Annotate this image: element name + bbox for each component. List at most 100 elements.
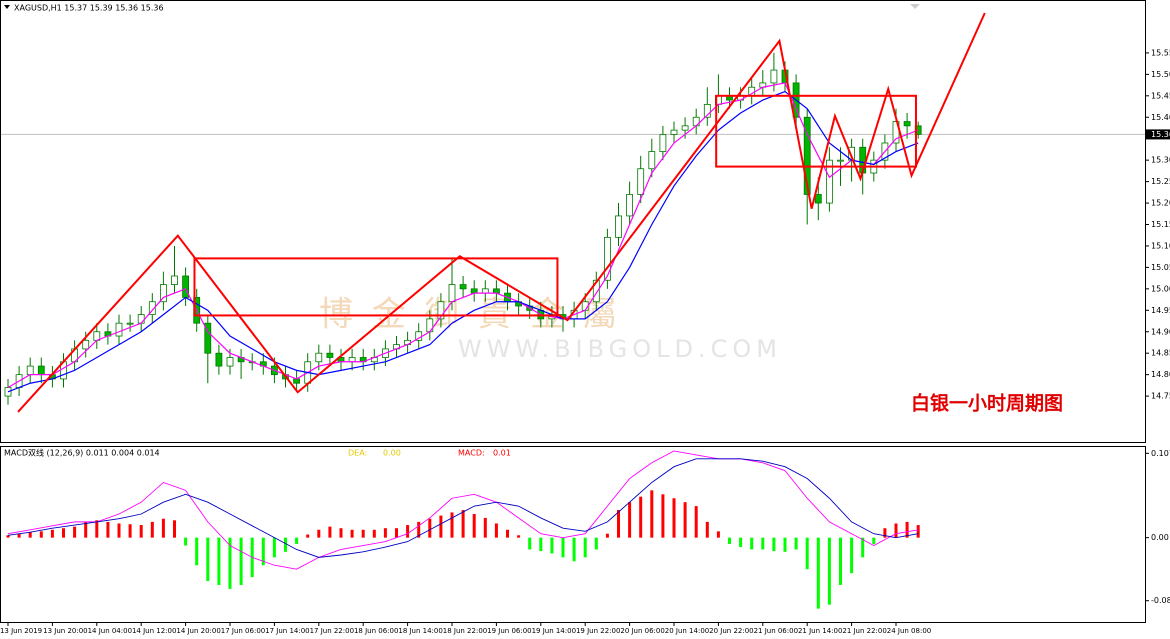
candle-body — [26, 365, 34, 376]
histogram-bar — [272, 537, 276, 558]
histogram-bar — [705, 521, 709, 538]
x-tick-label: 20 Jun 06:00 — [620, 627, 664, 635]
candle-body — [637, 168, 645, 195]
histogram-bar — [117, 523, 121, 538]
histogram-bar — [605, 533, 609, 538]
histogram-bar — [261, 537, 265, 566]
histogram-bar — [106, 521, 110, 538]
y-tick-label: 15.00 — [1151, 284, 1170, 293]
candle-body — [803, 116, 811, 195]
histogram-bar — [39, 531, 43, 538]
candle-body — [681, 125, 689, 131]
x-tick-label: 14 Jun 12:00 — [132, 627, 176, 635]
histogram-bar — [794, 537, 798, 550]
histogram-bar — [650, 490, 654, 538]
histogram-bar — [772, 537, 776, 552]
histogram-bar — [361, 529, 365, 538]
candle-body — [659, 134, 667, 152]
x-tick-label: 13 Jun 2019 — [0, 627, 42, 635]
histogram-bar — [395, 528, 398, 538]
price-title: XAGUSD,H1 15.37 15.39 15.36 15.36 — [14, 4, 164, 13]
histogram-bar — [84, 521, 88, 538]
candle-body — [437, 301, 445, 320]
y-tick-label: 15.45 — [1151, 91, 1170, 100]
histogram-bar — [850, 537, 854, 574]
price-box — [1146, 129, 1170, 140]
x-tick-label: 13 Jun 20:00 — [43, 627, 87, 635]
histogram-bar — [539, 537, 543, 552]
menu-arrow — [4, 5, 10, 9]
y-tick-label: 15.05 — [1151, 263, 1170, 272]
histogram-bar — [861, 537, 865, 558]
x-tick-label: 21 Jun 22:00 — [842, 627, 886, 635]
histogram-bar — [561, 537, 565, 558]
macd-line — [7, 458, 919, 558]
legend-value: 0.00 — [383, 449, 401, 458]
candle-body — [448, 284, 456, 303]
y-tick-label: 15.40 — [1151, 113, 1170, 122]
histogram-bar — [805, 537, 809, 570]
histogram-bar — [750, 537, 754, 550]
y-tick-label: 14.95 — [1151, 306, 1170, 315]
histogram-bar — [62, 528, 65, 538]
histogram-bar — [295, 537, 299, 544]
histogram-bar — [883, 528, 887, 538]
histogram-bar — [827, 537, 831, 605]
x-tick-label: 20 Jun 22:00 — [709, 627, 753, 635]
histogram-bar — [406, 525, 410, 538]
histogram-bar — [583, 537, 587, 558]
y-tick-label: 14.85 — [1151, 349, 1170, 358]
histogram-bar — [417, 521, 421, 538]
histogram-bar — [739, 537, 743, 548]
candle-body — [837, 159, 844, 162]
candle-body — [215, 352, 223, 367]
candle-body — [648, 151, 656, 170]
watermark: WWW.BIBGOLD.COM — [458, 335, 782, 363]
candle-body — [470, 288, 478, 294]
x-tick-label: 17 Jun 06:00 — [221, 627, 265, 635]
y-tick-label: 15.50 — [1151, 70, 1170, 79]
histogram-bar — [317, 529, 321, 538]
candle-body — [171, 275, 178, 285]
y-tick-label: 14.90 — [1151, 327, 1170, 336]
price-panel — [0, 0, 1146, 443]
histogram-bar — [17, 533, 21, 538]
macd-line — [7, 450, 919, 570]
histogram-bar — [461, 510, 465, 538]
moving-average — [7, 90, 919, 393]
histogram-bar — [572, 537, 576, 562]
y-tick-label: 15.15 — [1151, 220, 1170, 229]
x-tick-label: 14 Jun 04:00 — [88, 627, 132, 635]
candle-body — [37, 365, 45, 376]
menu-arrow — [910, 4, 920, 9]
moving-average — [7, 82, 919, 389]
legend-name: MACD: — [458, 449, 485, 458]
candle-body — [348, 357, 356, 363]
y-tick-label: 15.20 — [1151, 199, 1170, 208]
histogram-bar — [73, 526, 77, 538]
histogram-bar — [517, 535, 521, 538]
histogram-bar — [728, 537, 731, 544]
histogram-bar — [916, 525, 920, 538]
x-tick-label: 21 Jun 14:00 — [798, 627, 842, 635]
histogram-bar — [694, 506, 698, 538]
y-tick-label: -0.08 — [1151, 596, 1170, 605]
x-tick-label: 17 Jun 14:00 — [265, 627, 309, 635]
histogram-bar — [783, 537, 787, 552]
y-tick-label: 14.80 — [1151, 370, 1170, 379]
caption: 白银一小时周期图 — [911, 392, 1063, 415]
candle-body — [226, 357, 234, 367]
x-tick-label: 18 Jun 06:00 — [354, 627, 398, 635]
candle-body — [148, 301, 156, 315]
histogram-bar — [306, 534, 310, 538]
candle-body — [326, 352, 334, 358]
histogram-bar — [28, 532, 32, 538]
y-tick-label: 14.75 — [1151, 392, 1170, 401]
histogram-bar — [617, 510, 620, 538]
legend-value: 0.01 — [493, 449, 511, 458]
histogram-bar — [905, 521, 909, 538]
histogram-bar — [683, 502, 687, 538]
candle-body — [592, 279, 600, 303]
candle-body — [703, 103, 711, 118]
histogram-bar — [284, 537, 287, 552]
